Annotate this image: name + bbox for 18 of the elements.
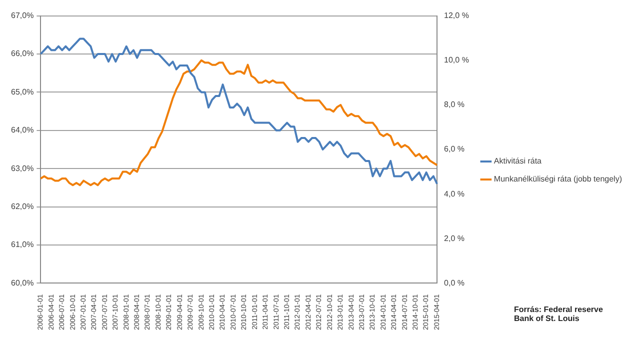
y-tick-label: 65,0%: [10, 87, 34, 96]
legend-label: Munkanélküliségi ráta (jobb tengely): [494, 174, 622, 184]
y-tick-label: 61,0%: [10, 240, 34, 250]
y2-tick-label: 0,0 %: [444, 278, 464, 288]
y2-tick-label: 4,0 %: [444, 189, 464, 198]
y2-tick-label: 10,0 %: [444, 56, 469, 65]
y-tick-label: 64,0%: [10, 126, 34, 135]
y-tick-label: 63,0%: [10, 164, 34, 173]
y-tick-label: 62,0%: [10, 202, 34, 211]
legend-label: Aktivitási ráta: [494, 156, 542, 166]
y2-tick-label: 6,0 %: [444, 144, 464, 154]
y-tick-label: 67,0%: [10, 11, 34, 20]
y2-tick-label: 8,0 %: [444, 100, 464, 110]
y2-tick-label: 2,0 %: [444, 234, 464, 243]
text: Forrás: Federal reserve Bank of St. Louis: [514, 305, 604, 323]
y-tick-label: 60,0%: [10, 278, 34, 288]
y-tick-label: 66,0%: [10, 49, 34, 58]
y2-tick-label: 12,0 %: [444, 11, 469, 20]
